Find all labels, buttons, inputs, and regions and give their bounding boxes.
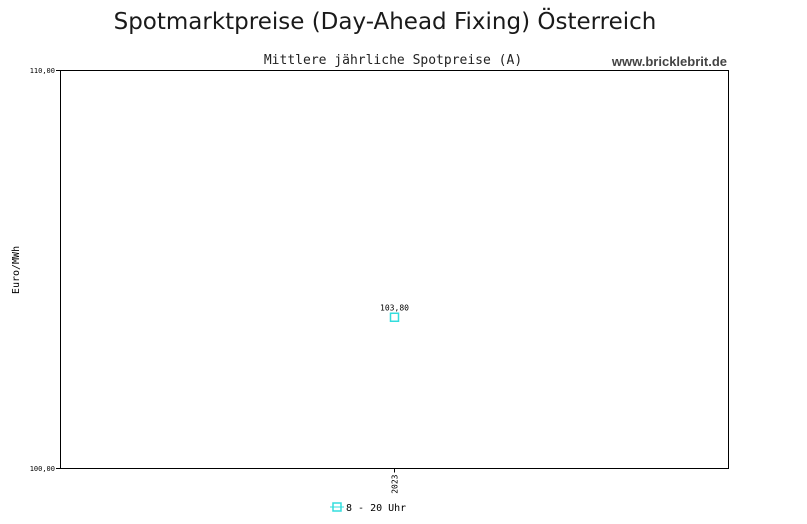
- legend-label: 8 - 20 Uhr: [346, 503, 406, 514]
- x-tick-label: 2023: [391, 474, 400, 493]
- chart-marks: 2023 103,80: [380, 303, 409, 494]
- data-label: 103,80: [380, 303, 409, 312]
- legend: 8 - 20 Uhr: [330, 502, 406, 514]
- plot-area: [60, 70, 729, 469]
- y-tick-label-min: 100,00: [30, 465, 55, 473]
- data-point: [389, 312, 400, 323]
- page-title: Spotmarktpreise (Day-Ahead Fixing) Öster…: [113, 9, 657, 35]
- y-tick-label-max: 110,00: [30, 67, 55, 75]
- watermark: www.bricklebrit.de: [611, 54, 727, 69]
- y-axis-label: Euro/MWh: [11, 246, 22, 294]
- chart-subtitle: Mittlere jährliche Spotpreise (A): [264, 53, 522, 68]
